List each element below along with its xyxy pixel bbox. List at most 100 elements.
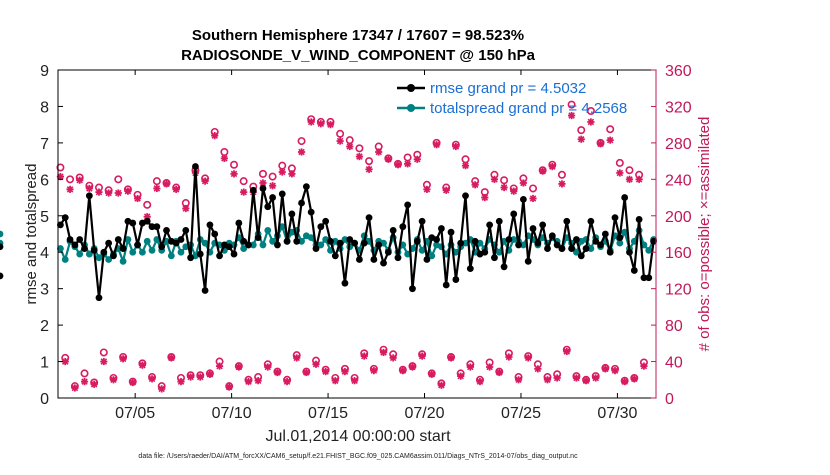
star-stroke bbox=[602, 365, 609, 373]
star-stroke bbox=[496, 369, 503, 376]
star-stroke bbox=[293, 354, 300, 362]
rmse-line bbox=[59, 165, 655, 299]
rmse-point bbox=[105, 239, 113, 247]
obs-assimilated-point bbox=[350, 377, 359, 385]
rmse-point bbox=[302, 183, 310, 191]
rmse-point bbox=[399, 223, 407, 231]
left-tick-label: 9 bbox=[40, 63, 49, 80]
obs-assimilated-point bbox=[606, 136, 614, 144]
obs-assimilated-point bbox=[437, 381, 445, 389]
obs-assimilated-point bbox=[505, 353, 513, 361]
obs-assimilated-point bbox=[394, 161, 402, 169]
rmse-point bbox=[505, 236, 513, 243]
obs-assimilated-point bbox=[162, 180, 171, 188]
rmse-point bbox=[409, 285, 416, 293]
left-tick-label: 6 bbox=[40, 172, 49, 189]
obs-assimilated-point bbox=[66, 185, 74, 193]
star-stroke bbox=[491, 176, 498, 183]
star-stroke bbox=[317, 120, 325, 128]
star-stroke bbox=[245, 378, 252, 385]
obs-assimilated-point bbox=[640, 362, 648, 370]
rmse-point bbox=[539, 221, 547, 229]
obs-assimilated-point bbox=[206, 370, 214, 378]
obs-possible-point bbox=[557, 170, 566, 179]
right-tick-label: 320 bbox=[665, 99, 692, 116]
star-stroke bbox=[568, 112, 575, 119]
star-stroke bbox=[168, 354, 175, 362]
obs-assimilated-point bbox=[293, 354, 301, 362]
left-tick-label: 3 bbox=[40, 282, 49, 299]
star-stroke bbox=[621, 378, 628, 385]
x-tick-label: 07/20 bbox=[404, 405, 444, 422]
rmse-point bbox=[264, 203, 272, 211]
star-stroke bbox=[95, 188, 103, 196]
star-stroke bbox=[467, 363, 474, 371]
star-stroke bbox=[563, 348, 571, 355]
star-stroke bbox=[486, 363, 493, 371]
totalspread-point bbox=[269, 237, 277, 245]
star-stroke bbox=[129, 379, 137, 386]
rmse-point bbox=[71, 241, 79, 249]
obs-assimilated-point bbox=[331, 377, 339, 385]
obs-assimilated-point bbox=[423, 185, 431, 193]
star-stroke bbox=[389, 354, 397, 362]
rmse-point bbox=[95, 294, 103, 302]
totalspread-point bbox=[298, 237, 305, 245]
star-stroke bbox=[365, 166, 373, 173]
star-stroke bbox=[360, 352, 368, 360]
star-stroke bbox=[153, 185, 161, 192]
rmse-point bbox=[558, 245, 566, 252]
rmse-point bbox=[645, 274, 653, 282]
rmse-point bbox=[640, 274, 648, 282]
obs-assimilated-point bbox=[360, 352, 368, 360]
star-stroke bbox=[573, 374, 580, 382]
star-stroke bbox=[86, 185, 93, 192]
obs-possible-point bbox=[99, 348, 108, 357]
star-stroke bbox=[582, 377, 590, 384]
rmse-point bbox=[336, 239, 344, 247]
star-stroke bbox=[76, 176, 83, 184]
chart-title: Southern Hemisphere 17347 / 17607 = 98.5… bbox=[192, 27, 524, 44]
obs-assimilated-point bbox=[568, 111, 576, 120]
rmse-point bbox=[544, 245, 551, 252]
right-tick-label: 280 bbox=[665, 136, 692, 153]
rmse-point bbox=[245, 241, 252, 249]
rmse-point bbox=[442, 281, 450, 289]
obs-assimilated-point bbox=[76, 176, 84, 184]
obs-assimilated-point bbox=[447, 354, 455, 362]
rmse-point bbox=[356, 256, 363, 263]
rmse-point bbox=[481, 248, 489, 256]
obs-assimilated-point bbox=[539, 167, 547, 175]
obs-assimilated-point bbox=[80, 378, 89, 386]
star-stroke bbox=[438, 381, 445, 389]
rmse-point bbox=[452, 276, 460, 283]
rmse-point bbox=[635, 216, 643, 223]
star-stroke bbox=[225, 383, 233, 391]
rmse-point bbox=[317, 223, 325, 231]
obs-assimilated-point bbox=[215, 362, 224, 370]
totalspread-point bbox=[240, 245, 248, 252]
star-stroke bbox=[240, 188, 247, 196]
obs-assimilated-point bbox=[534, 365, 542, 373]
star-stroke bbox=[124, 187, 132, 195]
obs-assimilated-point bbox=[529, 194, 537, 203]
rmse-point bbox=[447, 228, 455, 236]
rmse-point bbox=[129, 219, 137, 227]
obs-assimilated-point bbox=[302, 368, 310, 377]
star-stroke bbox=[197, 373, 204, 381]
star-stroke bbox=[322, 368, 329, 375]
rmse-point bbox=[597, 241, 604, 249]
rmse-point bbox=[187, 254, 195, 262]
obs-assimilated-point bbox=[312, 360, 320, 368]
star-stroke bbox=[399, 367, 407, 374]
obs-possible-point bbox=[56, 163, 65, 172]
obs-assimilated-point bbox=[524, 354, 532, 362]
rmse-point bbox=[413, 237, 421, 245]
right-tick-label: 160 bbox=[665, 245, 692, 262]
obs-assimilated-point bbox=[625, 175, 634, 183]
star-stroke bbox=[57, 173, 64, 180]
obs-possible-point bbox=[297, 137, 306, 146]
star-stroke bbox=[288, 170, 296, 178]
rmse-point bbox=[201, 287, 209, 294]
rmse-point bbox=[177, 236, 185, 243]
